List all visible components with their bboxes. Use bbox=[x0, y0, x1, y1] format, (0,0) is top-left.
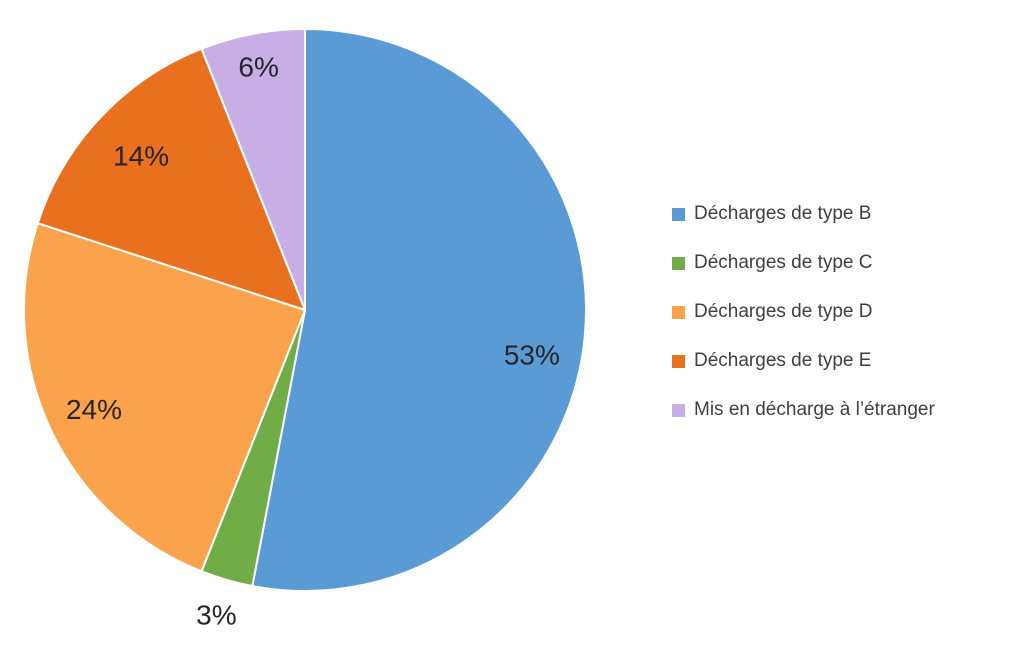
legend-swatch-icon bbox=[672, 305, 685, 319]
data-label-1: 53% bbox=[504, 339, 560, 370]
data-label-2: 3% bbox=[196, 599, 236, 630]
legend-item-1: Décharges de type B bbox=[672, 202, 935, 226]
legend-swatch-icon bbox=[672, 207, 685, 221]
legend-label: Décharges de type E bbox=[694, 350, 872, 371]
legend-swatch-icon bbox=[672, 256, 685, 270]
legend-item-2: Décharges de type C bbox=[672, 251, 935, 275]
pie-slice-3 bbox=[23, 222, 306, 573]
legend-swatch-icon bbox=[672, 354, 685, 368]
chart-legend: Décharges de type B Décharges de type C Dé… bbox=[672, 202, 935, 422]
legend-item-5: Mis en décharge à l’étranger bbox=[672, 398, 935, 422]
legend-item-4: Décharges de type E bbox=[672, 349, 935, 373]
pie-slice-4 bbox=[36, 47, 306, 311]
legend-swatch-icon bbox=[672, 403, 685, 417]
pie-slice-1 bbox=[251, 28, 587, 592]
data-label-3: 24% bbox=[66, 394, 122, 425]
pie-slice-5 bbox=[200, 28, 306, 311]
legend-label: Décharges de type D bbox=[694, 301, 873, 322]
data-label-5: 6% bbox=[238, 52, 278, 83]
legend-label: Mis en décharge à l’étranger bbox=[694, 399, 935, 420]
legend-item-3: Décharges de type D bbox=[672, 300, 935, 324]
legend-label: Décharges de type C bbox=[694, 252, 873, 273]
legend-label: Décharges de type B bbox=[694, 203, 872, 224]
data-label-4: 14% bbox=[113, 141, 169, 172]
